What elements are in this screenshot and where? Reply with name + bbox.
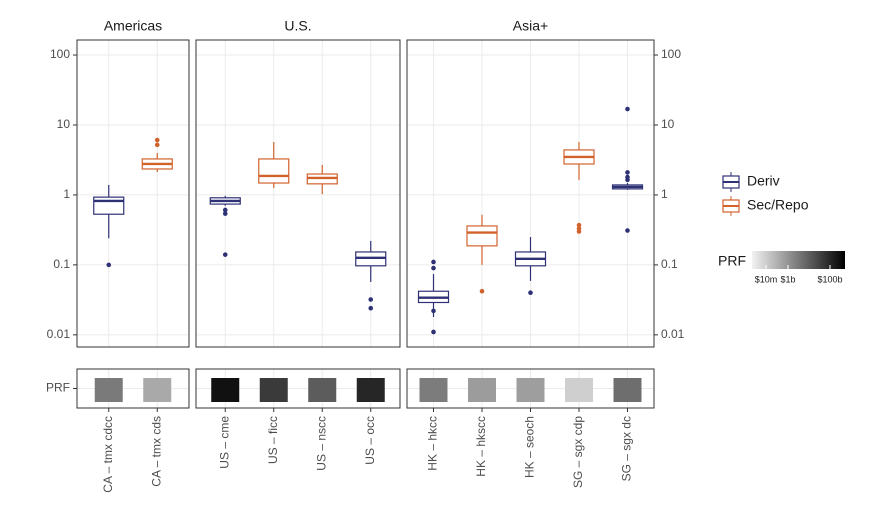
box [466,225,498,247]
prf-tile [468,378,496,402]
prf-tile [211,378,240,402]
prf-tile [516,378,545,402]
outlier [154,142,160,148]
facet-title: Asia+ [513,18,548,34]
prf-legend-label: $100b [817,274,842,284]
x-tick-label: HK – seoch [523,416,537,478]
outlier [528,290,533,296]
outlier [625,228,630,233]
y-tick-label: 1 [63,187,70,201]
y-tick-label: 0.1 [53,257,70,271]
outlier [479,288,485,294]
prf-tile [356,378,385,402]
outlier [576,229,582,234]
legend-label: Deriv [747,173,780,189]
outlier [625,170,630,175]
x-tick-label: SG – sgx cdp [571,416,585,488]
prf-tile [419,378,448,402]
prf-tile [565,378,593,402]
prf-legend-title: PRF [718,253,746,269]
outlier [431,259,436,265]
outlier [625,106,630,112]
outlier [222,211,228,216]
x-tick-label: US – occ [363,416,377,465]
y-tick-label-right: 10 [661,117,675,131]
y-tick-label: 10 [57,117,71,131]
box [93,196,125,215]
prf-tile [613,378,642,402]
y-tick-label-right: 0.1 [661,257,678,271]
y-tick-label-right: 100 [661,47,681,61]
facet-title: U.S. [284,18,311,34]
prf-tile [308,378,337,402]
x-tick-label: CA – tmx cds [149,416,163,487]
prf-legend-label: $1b [780,274,795,284]
x-tick-label: US – ficc [266,416,280,464]
y-tick-label: 0.01 [47,327,71,341]
prf-tile [143,378,172,402]
x-tick-label: HK – hkcc [426,416,440,471]
outlier [431,308,436,314]
x-tick-label: HK – hkscc [474,416,488,477]
outlier [222,252,228,257]
strip-border [406,368,655,409]
strip-border [195,368,401,409]
y-tick-label: 100 [50,47,70,61]
x-tick-label: US – cme [217,416,231,469]
outlier [106,262,112,268]
y-tick-label-right: 1 [661,187,668,201]
outlier [368,305,374,311]
outlier [222,207,228,213]
outlier [625,174,630,180]
outlier [576,222,582,228]
prf-gradient [752,251,845,269]
x-tick-label: US – nscc [314,416,328,471]
outlier [154,137,160,143]
panel-border [76,39,190,348]
prf-legend-label: $10m [755,274,778,284]
outlier [431,329,436,335]
legend-label: Sec/Repo [747,197,809,213]
box [258,158,290,184]
strip-label: PRF [46,381,70,395]
x-tick-label: SG – sgx dc [620,416,634,481]
facet-title: Americas [104,18,162,34]
prf-tile [94,378,123,402]
y-tick-label-right: 0.01 [661,327,685,341]
outlier [368,297,374,302]
panel-border [195,39,401,348]
outlier [431,265,436,271]
x-tick-label: CA – tmx cdcc [101,416,115,493]
prf-tile [259,378,288,402]
panel-border [406,39,655,348]
